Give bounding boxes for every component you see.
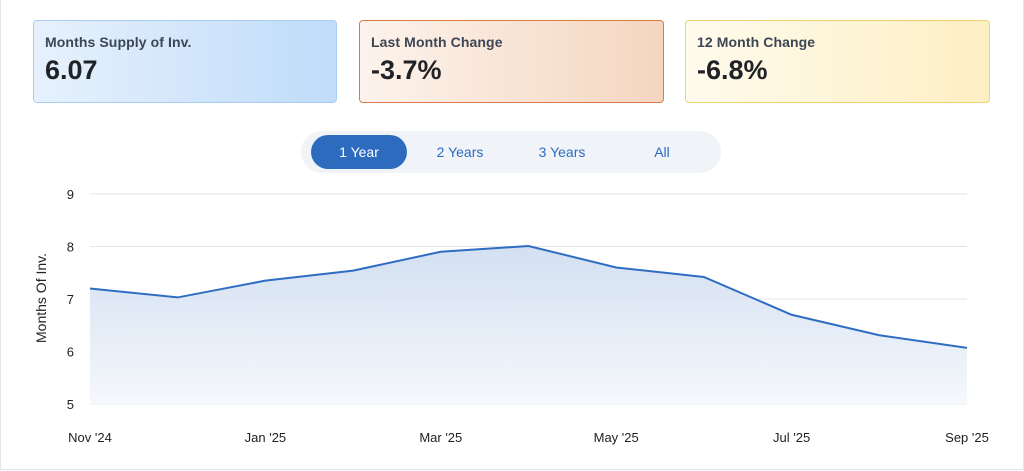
y-tick-label: 9 xyxy=(67,187,74,202)
months-supply-value: 6.07 xyxy=(45,55,98,85)
time-range-selector: 1 Year 2 Years 3 Years All xyxy=(301,131,721,173)
series-area xyxy=(90,245,967,404)
y-tick-label: 6 xyxy=(67,345,74,360)
x-tick-label: Jul '25 xyxy=(773,430,810,445)
tab-1-year[interactable]: 1 Year xyxy=(311,135,407,169)
months-supply-card: Months Supply of Inv. 6.07 xyxy=(33,20,337,103)
months-supply-label: Months Supply of Inv. xyxy=(45,34,192,50)
x-tick-label: Mar '25 xyxy=(419,430,462,445)
y-tick-label: 5 xyxy=(67,397,74,412)
y-axis-label: Months Of Inv. xyxy=(33,253,49,343)
last-month-change-label: Last Month Change xyxy=(371,34,503,50)
y-axis-ticks: 5 6 7 8 9 xyxy=(67,187,74,412)
twelve-month-change-value: -6.8% xyxy=(697,55,768,85)
twelve-month-change-label: 12 Month Change xyxy=(697,34,816,50)
twelve-month-change-card: 12 Month Change -6.8% xyxy=(685,20,990,103)
tab-3-years[interactable]: 3 Years xyxy=(538,144,586,160)
last-month-change-value: -3.7% xyxy=(371,55,442,85)
x-tick-label: Jan '25 xyxy=(245,430,287,445)
y-tick-label: 7 xyxy=(67,292,74,307)
x-tick-label: Nov '24 xyxy=(68,430,112,445)
x-tick-label: May '25 xyxy=(594,430,639,445)
x-tick-label: Sep '25 xyxy=(945,430,989,445)
last-month-change-card: Last Month Change -3.7% xyxy=(359,20,664,103)
series-line xyxy=(89,244,968,349)
y-tick-label: 8 xyxy=(67,240,74,255)
x-axis-ticks: Nov '24 Jan '25 Mar '25 May '25 Jul '25 Sep '… xyxy=(68,430,989,445)
tab-all[interactable]: All xyxy=(654,144,670,160)
tab-2-years[interactable]: 2 Years xyxy=(436,144,484,160)
